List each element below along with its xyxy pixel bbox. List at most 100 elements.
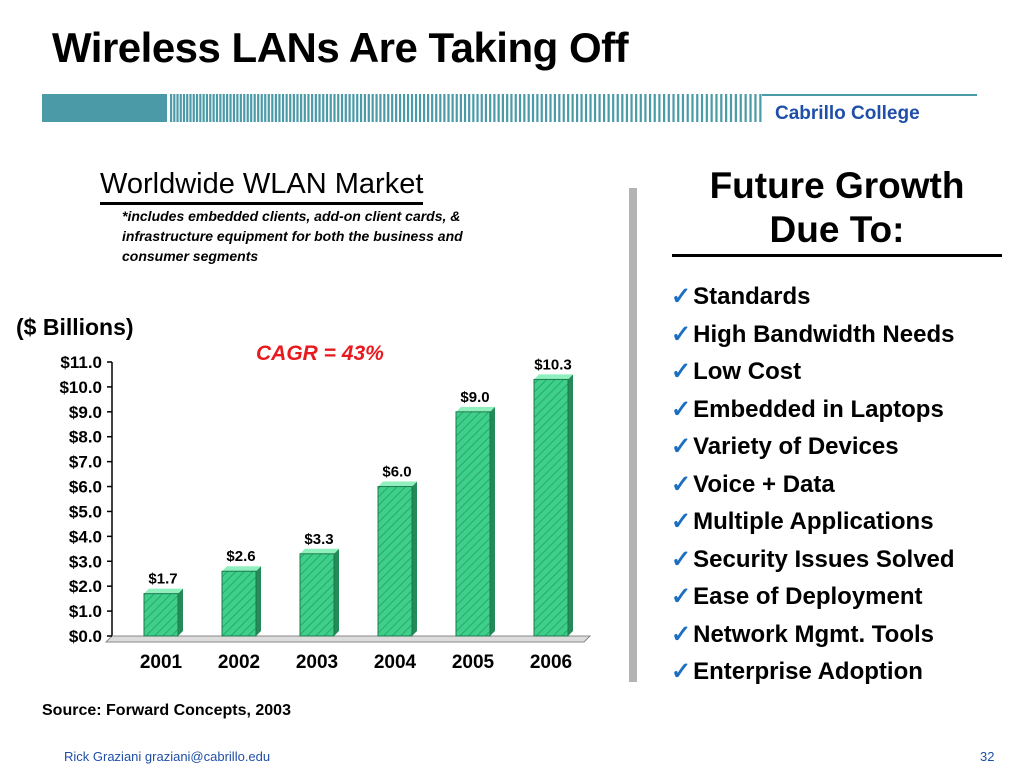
- bar-data-label: $6.0: [382, 464, 411, 481]
- stripe-line: [468, 94, 471, 122]
- wlan-market-bar-chart: $0.0 $1.0 $2.0 $3.0 $4.0 $5.0 $6.0 $7.0 $8.0 $9.0…: [59, 353, 592, 673]
- stripe-line: [653, 94, 656, 122]
- stripe-line: [715, 94, 718, 122]
- stripe-line: [281, 94, 285, 122]
- stripe-line: [410, 94, 414, 122]
- bar-data-label: $1.7: [148, 571, 177, 588]
- stripe-line: [607, 94, 610, 122]
- growth-list-item-label: Multiple Applications: [693, 508, 934, 535]
- stripe-line: [239, 94, 242, 122]
- growth-list-item: ✓Embedded in Laptops: [671, 391, 955, 429]
- stripe-line: [612, 94, 615, 122]
- stripe-line: [367, 94, 370, 122]
- stripe-line: [663, 94, 666, 122]
- stripe-line: [243, 94, 246, 122]
- stripe-line: [739, 94, 742, 122]
- stripe-line: [250, 94, 253, 122]
- growth-list-item: ✓High Bandwidth Needs: [671, 316, 955, 354]
- stripe-line: [356, 94, 359, 122]
- stripe-line: [725, 94, 728, 122]
- bar-side: [568, 374, 573, 636]
- stripe-line: [567, 94, 570, 122]
- stripe-line: [447, 94, 450, 122]
- stripe-line: [387, 94, 390, 122]
- chart-note: *includes embedded clients, add-on clien…: [122, 208, 463, 264]
- growth-list-item-label: Embedded in Laptops: [693, 395, 944, 423]
- stripe-line: [484, 94, 488, 122]
- stripe-line: [540, 94, 543, 122]
- bar-side: [256, 566, 261, 636]
- bar-data-label: $3.3: [304, 531, 333, 548]
- y-tick-label: $9.0: [69, 403, 102, 422]
- x-tick-label: 2004: [374, 652, 417, 673]
- y-tick-label: $4.0: [69, 527, 102, 546]
- y-tick-label: $1.0: [69, 602, 102, 621]
- stripe-line: [435, 94, 438, 122]
- stripe-line: [322, 94, 325, 122]
- stripe-line: [648, 94, 652, 122]
- stripe-line: [644, 94, 647, 122]
- stripe-line: [215, 94, 219, 122]
- checkmark-icon: ✓: [671, 545, 692, 573]
- y-tick-label: $5.0: [69, 502, 102, 521]
- stripe-line: [325, 94, 329, 122]
- stripe-line: [616, 94, 619, 122]
- stripe-line: [271, 94, 274, 122]
- bar-data-label: $10.3: [534, 356, 572, 373]
- stripe-line: [173, 94, 176, 122]
- stripe-line: [402, 94, 406, 122]
- growth-list-item-label: Variety of Devices: [693, 433, 899, 460]
- growth-list-item: ✓Ease of Deployment: [671, 578, 955, 616]
- stripe-line: [580, 94, 583, 122]
- stripe-line: [348, 94, 351, 122]
- stripe-line: [451, 94, 454, 122]
- stripe-line: [418, 94, 422, 122]
- stripe-line: [329, 94, 332, 122]
- bar-side: [412, 481, 417, 636]
- stripe-line: [593, 94, 597, 122]
- checkmark-icon: ✓: [671, 358, 692, 385]
- stripe-line: [363, 94, 367, 122]
- growth-list-item: ✓Standards: [671, 278, 955, 316]
- x-tick-label: 2002: [218, 652, 260, 673]
- stripe-line: [497, 94, 500, 122]
- stripe-line: [182, 94, 186, 122]
- growth-list-item: ✓Voice + Data: [671, 466, 955, 504]
- source-note: Source: Forward Concepts, 2003: [42, 702, 291, 719]
- growth-list: ✓Standards ✓High Bandwidth Needs ✓Low Cost…: [671, 278, 955, 691]
- stripe-line: [209, 94, 212, 122]
- growth-list-item: ✓Low Cost: [671, 353, 955, 391]
- vertical-divider: [629, 188, 637, 682]
- stripe-line: [639, 94, 642, 122]
- stripe-line: [734, 94, 737, 122]
- bar-top: [300, 548, 339, 554]
- stripe-line: [476, 94, 479, 122]
- brand-label: Cabrillo College: [775, 103, 920, 124]
- stripe-line: [754, 94, 757, 122]
- stripe-line: [222, 94, 225, 122]
- stripe-line: [531, 94, 535, 122]
- stripe-line: [558, 94, 561, 122]
- stripe-line: [480, 94, 483, 122]
- bar: [533, 378, 569, 637]
- stripe-line: [710, 94, 713, 122]
- stripe-line: [212, 94, 215, 122]
- stripe-line: [337, 94, 340, 122]
- stripe-line: [489, 94, 492, 122]
- checkmark-icon: ✓: [671, 470, 692, 498]
- footer-author: Rick Graziani graziani@cabrillo.edu: [64, 749, 271, 764]
- chart-title: Worldwide WLAN Market: [100, 166, 424, 205]
- y-tick-label: $6.0: [69, 478, 102, 497]
- growth-list-item: ✓Enterprise Adoption: [671, 653, 955, 691]
- stripe-line: [303, 94, 306, 122]
- stripe-line: [314, 94, 317, 122]
- stripe-line: [205, 94, 209, 122]
- y-tick-label: $7.0: [69, 453, 102, 472]
- stripe-line: [720, 94, 723, 122]
- x-tick-label: 2005: [452, 652, 495, 673]
- checkmark-icon: ✓: [671, 320, 692, 348]
- y-tick-label: $2.0: [69, 577, 102, 596]
- page-number: 32: [980, 749, 995, 764]
- stripe-line: [352, 94, 355, 122]
- stripe-line: [545, 94, 548, 122]
